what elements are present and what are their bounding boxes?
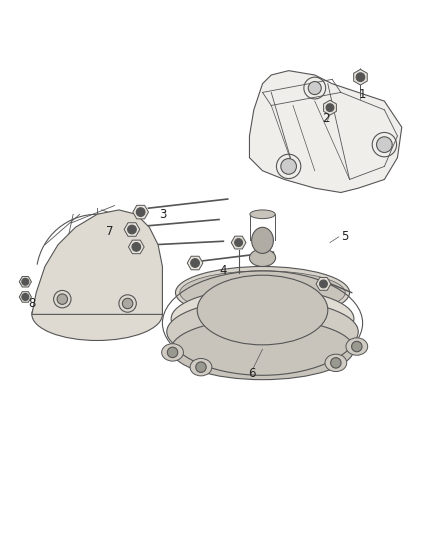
Ellipse shape: [167, 299, 358, 365]
Circle shape: [132, 243, 141, 251]
Text: 6: 6: [248, 367, 255, 379]
Circle shape: [167, 347, 178, 358]
Circle shape: [191, 259, 199, 268]
Polygon shape: [133, 205, 148, 219]
Text: 1: 1: [359, 88, 366, 101]
Circle shape: [196, 362, 206, 373]
Circle shape: [377, 137, 392, 152]
Circle shape: [127, 225, 136, 234]
Ellipse shape: [346, 338, 367, 355]
Circle shape: [331, 358, 341, 368]
Text: 7: 7: [106, 225, 113, 238]
Circle shape: [326, 104, 334, 111]
Ellipse shape: [325, 354, 347, 372]
Circle shape: [308, 82, 321, 94]
Polygon shape: [324, 100, 336, 115]
Text: 5: 5: [342, 230, 349, 243]
Ellipse shape: [171, 319, 354, 379]
Circle shape: [356, 73, 365, 82]
Ellipse shape: [250, 210, 275, 219]
Ellipse shape: [171, 288, 354, 349]
Text: 4: 4: [219, 264, 227, 277]
Circle shape: [22, 294, 29, 301]
Circle shape: [22, 278, 29, 285]
Polygon shape: [353, 69, 367, 85]
Ellipse shape: [190, 359, 212, 376]
Polygon shape: [124, 223, 140, 236]
Polygon shape: [187, 256, 203, 270]
Ellipse shape: [162, 344, 184, 361]
Polygon shape: [19, 292, 32, 302]
Text: 8: 8: [28, 297, 35, 310]
Polygon shape: [316, 278, 331, 290]
Circle shape: [352, 341, 362, 352]
Polygon shape: [32, 210, 162, 314]
Polygon shape: [250, 71, 402, 192]
Circle shape: [136, 208, 145, 216]
Polygon shape: [231, 236, 246, 249]
Circle shape: [235, 239, 243, 246]
Circle shape: [57, 294, 67, 304]
Ellipse shape: [252, 228, 273, 254]
Ellipse shape: [197, 275, 328, 345]
Circle shape: [281, 158, 297, 174]
Ellipse shape: [176, 266, 350, 319]
Text: 2: 2: [322, 112, 329, 125]
Polygon shape: [128, 240, 144, 254]
Ellipse shape: [180, 271, 345, 314]
Text: 3: 3: [159, 208, 166, 221]
Circle shape: [122, 298, 133, 309]
Polygon shape: [19, 277, 32, 287]
Circle shape: [320, 280, 327, 288]
Ellipse shape: [32, 288, 162, 341]
Ellipse shape: [250, 249, 276, 266]
